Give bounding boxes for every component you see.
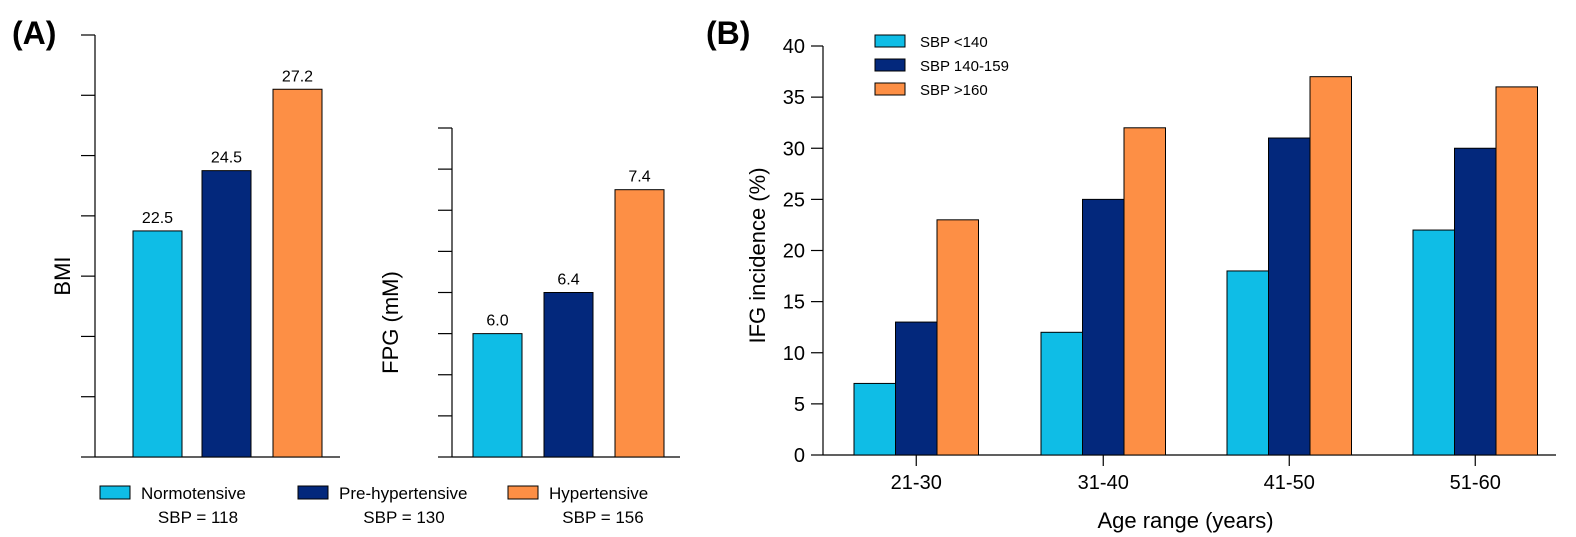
y-tick-label: 30 <box>783 138 805 160</box>
bar-51-60-series-0 <box>1412 229 1455 456</box>
bar-41-50-series-1 <box>1268 137 1311 456</box>
y-tick-label: 40 <box>783 36 805 58</box>
legend-label: Hypertensive <box>549 484 648 503</box>
bar-normotensive <box>132 230 183 458</box>
y-tick-label: 5 <box>794 394 805 416</box>
bar-41-50-series-2 <box>1309 76 1352 456</box>
x-tick-label: 51-60 <box>1450 472 1501 494</box>
bar-value-label: 6.0 <box>486 313 508 330</box>
panel-a-legend: Normotensive SBP = 118 Pre-hypertensive SBP… <box>99 484 648 527</box>
bar-value-label: 6.4 <box>557 272 579 289</box>
bar-value-label: 24.5 <box>211 150 242 167</box>
fpg-chart: 6.0 6.4 7.4 FPG (mM) <box>378 127 680 458</box>
bar-41-50-series-0 <box>1226 270 1269 456</box>
bar-51-60-series-1 <box>1454 147 1497 456</box>
y-axis-label: BMI <box>50 256 75 295</box>
bar-value-label: 7.4 <box>628 169 650 186</box>
x-tick-label: 21-30 <box>891 472 942 494</box>
legend-swatch <box>874 82 906 96</box>
ifg-incidence-chart: 0 5 10 15 20 25 30 35 40 21-30 31-40 41-50 51-60 Age … <box>745 34 1556 533</box>
y-tick-label: 20 <box>783 241 805 263</box>
bmi-chart: 22.5 24.5 27.2 BMI <box>50 34 340 458</box>
legend-swatch <box>874 34 906 48</box>
panel-b-label: (B) <box>706 15 750 51</box>
legend-label: SBP <140 <box>920 34 988 51</box>
y-axis-label: FPG (mM) <box>378 271 403 374</box>
legend-label: SBP 140-159 <box>920 58 1009 75</box>
bar-value-label: 27.2 <box>282 68 313 85</box>
y-tick-label: 0 <box>794 445 805 467</box>
legend-label: SBP >160 <box>920 82 988 99</box>
bar-value-label: 22.5 <box>142 210 173 227</box>
bar-pre-hypertensive <box>201 170 252 458</box>
y-tick-label: 35 <box>783 87 805 109</box>
legend-label: Normotensive <box>141 484 246 503</box>
bar-21-30-series-0 <box>853 382 896 456</box>
legend-label: Pre-hypertensive <box>339 484 468 503</box>
bar-pre-hypertensive <box>543 292 594 458</box>
x-tick-label: 31-40 <box>1078 472 1129 494</box>
legend-sbp-label: SBP = 156 <box>562 508 643 527</box>
bar-51-60-series-2 <box>1495 86 1538 456</box>
bar-31-40-series-0 <box>1040 331 1083 456</box>
x-axis-label: Age range (years) <box>1097 508 1273 533</box>
bar-31-40-series-2 <box>1123 127 1166 456</box>
legend-swatch <box>874 58 906 72</box>
legend-swatch-pre-hypertensive <box>297 485 329 500</box>
legend-swatch-hypertensive <box>507 485 539 500</box>
bar-hypertensive <box>272 88 323 458</box>
legend-sbp-label: SBP = 130 <box>363 508 444 527</box>
bar-21-30-series-2 <box>936 219 979 456</box>
bar-normotensive <box>472 333 523 458</box>
legend-sbp-label: SBP = 118 <box>158 508 238 527</box>
y-tick-label: 10 <box>783 343 805 365</box>
legend-swatch-normotensive <box>99 485 131 500</box>
bar-hypertensive <box>614 189 665 458</box>
y-tick-label: 15 <box>783 292 805 314</box>
x-tick-label: 41-50 <box>1264 472 1315 494</box>
panel-a-label: (A) <box>12 15 56 51</box>
y-tick-label: 25 <box>783 189 805 211</box>
y-axis-label: IFG incidence (%) <box>745 167 770 343</box>
bar-21-30-series-1 <box>895 321 938 456</box>
bar-31-40-series-1 <box>1082 198 1125 456</box>
